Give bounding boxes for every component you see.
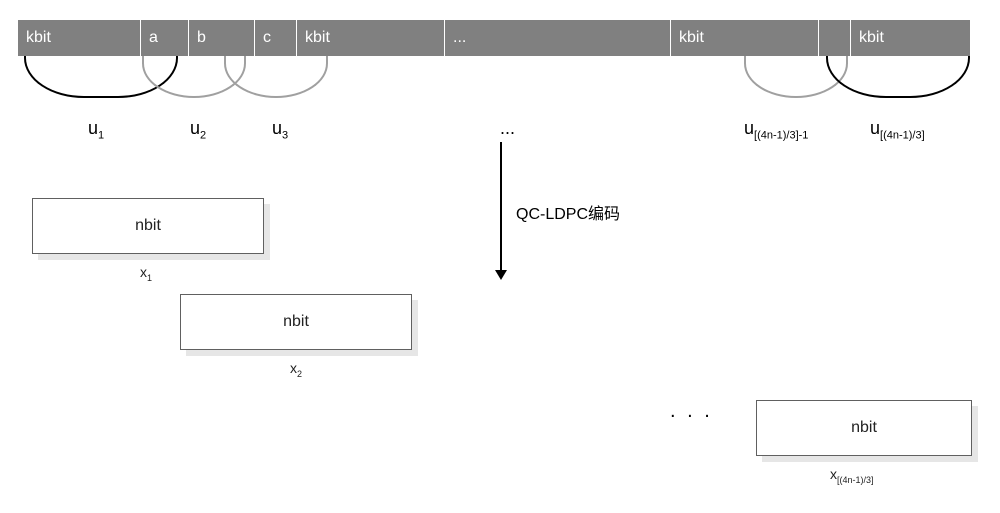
segment: ...	[444, 20, 670, 56]
nbit-box: nbit	[756, 400, 972, 456]
u-label: u2	[190, 118, 206, 142]
bracket-arc	[826, 56, 970, 98]
x-label: x1	[140, 264, 152, 283]
arrow-stem	[500, 142, 502, 270]
segment-bar: kbitabckbit...kbitkbit	[18, 20, 970, 56]
u-label: ...	[500, 118, 515, 139]
u-label: u1	[88, 118, 104, 142]
segment: c	[254, 20, 296, 56]
nbit-box: nbit	[32, 198, 264, 254]
encoding-label: QC-LDPC编码	[516, 200, 620, 224]
x-label: x2	[290, 360, 302, 379]
segment	[818, 20, 850, 56]
bracket-arc	[224, 56, 328, 98]
u-label: u3	[272, 118, 288, 142]
segment: b	[188, 20, 254, 56]
u-label: u[(4n-1)/3]-1	[744, 118, 808, 142]
segment: kbit	[850, 20, 970, 56]
segment: kbit	[18, 20, 140, 56]
u-label: u[(4n-1)/3]	[870, 118, 925, 142]
x-label: x[(4n-1)/3]	[830, 466, 874, 485]
lower-dots: . . .	[670, 400, 713, 423]
segment: kbit	[296, 20, 444, 56]
segment: a	[140, 20, 188, 56]
segment: kbit	[670, 20, 818, 56]
nbit-box: nbit	[180, 294, 412, 350]
arrow-head	[495, 270, 507, 280]
